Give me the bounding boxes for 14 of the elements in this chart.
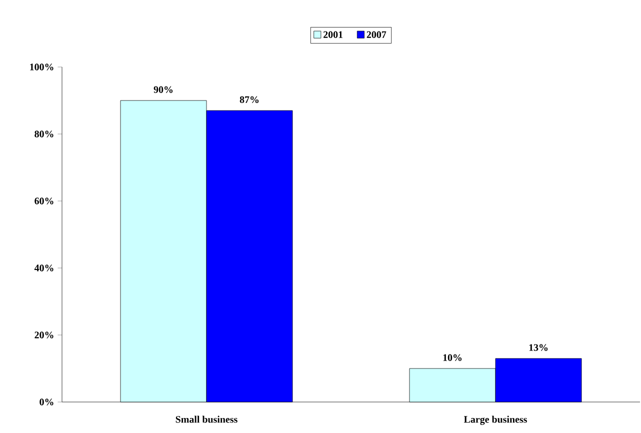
data-label: 10%: [443, 354, 462, 361]
y-tick-label: 40%: [34, 264, 54, 272]
data-label: 90%: [154, 86, 173, 93]
data-label: 13%: [529, 344, 548, 351]
y-tick-label: 100%: [30, 64, 54, 70]
x-tick-label: Large business: [464, 416, 527, 425]
legend-label: 2007: [366, 31, 386, 38]
y-tick-label: 20%: [34, 332, 54, 338]
y-tick-label: 60%: [34, 198, 54, 204]
data-label: 87%: [240, 96, 259, 104]
x-tick-label: Small business: [176, 416, 238, 423]
y-tick-label: 0%: [40, 398, 54, 406]
legend-label: 2001: [324, 31, 343, 38]
y-tick-label: 80%: [34, 130, 54, 138]
